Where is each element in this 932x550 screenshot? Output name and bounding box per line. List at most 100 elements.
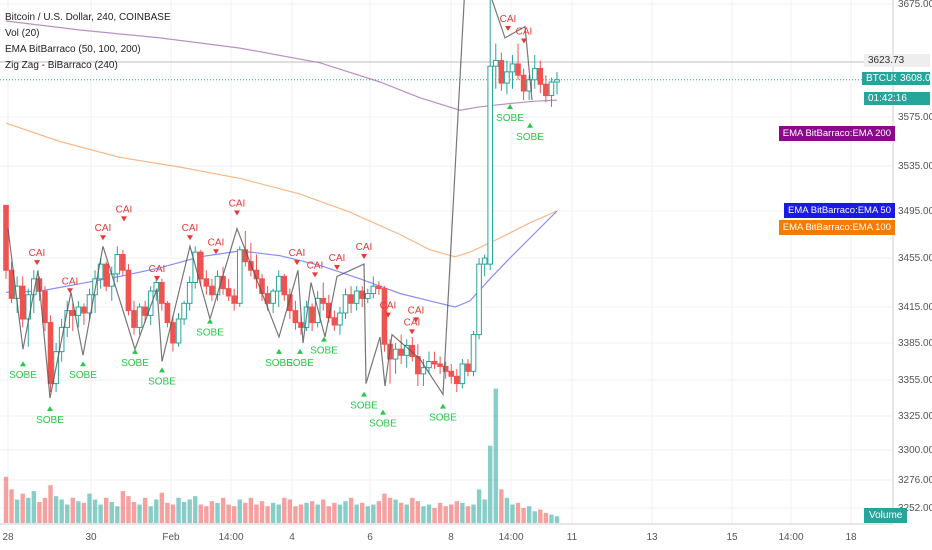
candle-body	[264, 293, 271, 304]
volume-bar	[193, 496, 198, 523]
candle-body	[75, 306, 82, 316]
ema50-badge: EMA BitBarraco:EMA 50	[784, 203, 895, 218]
volume-bar	[204, 506, 209, 523]
volume-bar	[237, 499, 242, 523]
candle-body	[231, 295, 237, 304]
candle-body	[186, 282, 193, 304]
candle-body	[470, 334, 477, 372]
price-tick-label: 3385.00	[898, 338, 932, 349]
time-tick-label: Feb	[162, 532, 180, 543]
sobe-arrow-icon	[20, 361, 26, 367]
sobe-arrow-icon	[361, 391, 367, 397]
candle-body	[125, 269, 132, 312]
sobe-signal-label: SOBE	[148, 376, 176, 387]
volume-bar	[526, 506, 532, 523]
candle-body	[275, 275, 282, 292]
ema200-badge: EMA BitBarraco:EMA 200	[778, 126, 895, 141]
volume-bar	[276, 504, 281, 523]
sobe-arrow-icon	[47, 406, 53, 411]
volume-bar	[554, 516, 560, 523]
cai-arrow-icon	[409, 329, 415, 335]
candle-body	[498, 60, 505, 84]
volume-bar	[287, 499, 293, 523]
volume-bar	[549, 514, 554, 523]
volume-bar	[354, 504, 359, 523]
sobe-signal-label: SOBE	[310, 346, 338, 357]
candle-body	[136, 306, 143, 328]
volume-bar	[304, 502, 309, 523]
cai-arrow-icon	[361, 254, 367, 259]
volume-bar	[315, 504, 320, 523]
price-tick-label: 3325.00	[898, 411, 932, 422]
candle-body	[120, 253, 126, 271]
legend-zigzag: Zig Zag - BiBarraco (240)	[5, 60, 118, 71]
legend-ema: EMA BitBarraco (50, 100, 200)	[5, 44, 141, 55]
volume-bar	[337, 504, 343, 523]
time-tick-label: 4	[289, 532, 295, 543]
sobe-arrow-icon	[321, 336, 327, 342]
volume-bar	[120, 491, 126, 523]
cai-arrow-icon	[234, 210, 240, 216]
volume-bar	[488, 445, 493, 523]
volume-bar	[454, 501, 460, 523]
candle-body	[431, 361, 438, 365]
volume-bar	[198, 504, 203, 523]
time-tick-label: 14:00	[218, 532, 243, 543]
volume-bar	[460, 502, 465, 523]
candle-body	[81, 306, 87, 314]
volume-bar	[326, 506, 332, 523]
volume-bar	[154, 499, 159, 523]
volume-bar	[165, 502, 170, 523]
sobe-arrow-icon	[297, 348, 303, 354]
time-tick-label: 14:00	[778, 532, 803, 543]
cai-signal-label: CAI	[289, 248, 306, 259]
cai-arrow-icon	[34, 260, 40, 266]
volume-bar	[515, 502, 521, 523]
sobe-signal-label: SOBE	[36, 415, 64, 426]
volume-bar	[148, 506, 153, 523]
ema100-badge: EMA BitBarraco:EMA 100	[778, 220, 895, 235]
volume-bar	[398, 502, 404, 523]
candle-body	[515, 63, 521, 76]
price-tick-label: 3252.00	[898, 503, 932, 514]
candle-body	[531, 67, 538, 81]
cai-signal-label: CAI	[182, 223, 199, 234]
candle-body	[465, 363, 471, 372]
candle-body	[159, 282, 165, 304]
volume-bar	[76, 501, 81, 523]
volume-bar	[443, 506, 448, 523]
candle-body	[526, 79, 532, 92]
candle-body	[320, 297, 327, 304]
volume-bar	[42, 497, 48, 523]
candle-body	[164, 302, 171, 324]
volume-bar	[360, 502, 365, 523]
volume-bar	[332, 502, 337, 523]
price-tick-label: 3495.00	[898, 206, 932, 217]
candle-body	[203, 278, 210, 287]
cai-signal-label: CAI	[356, 242, 373, 253]
volume-bar	[31, 491, 37, 523]
volume-bar	[476, 489, 482, 523]
time-tick-label: 30	[85, 532, 97, 543]
volume-bar	[14, 499, 20, 523]
candle-body	[197, 251, 204, 280]
candle-body	[353, 290, 360, 304]
candle-body	[509, 63, 516, 73]
sobe-signal-label: SOBE	[496, 113, 524, 124]
cai-arrow-icon	[505, 26, 511, 32]
legend-title: Bitcoin / U.S. Dollar, 240, COINBASE	[5, 12, 171, 23]
cai-signal-label: CAI	[500, 14, 517, 25]
legend-volume: Vol (20)	[5, 28, 40, 39]
volume-bar	[103, 497, 109, 523]
volume-bar	[26, 497, 31, 523]
candle-body	[420, 367, 427, 375]
volume-bar	[115, 506, 120, 523]
cai-arrow-icon	[312, 272, 318, 278]
volume-bar	[81, 502, 87, 523]
volume-bar	[137, 504, 142, 523]
volume-bar	[382, 493, 387, 523]
sobe-arrow-icon	[527, 122, 533, 128]
volume-bar	[259, 501, 265, 523]
candle-body	[398, 348, 404, 356]
